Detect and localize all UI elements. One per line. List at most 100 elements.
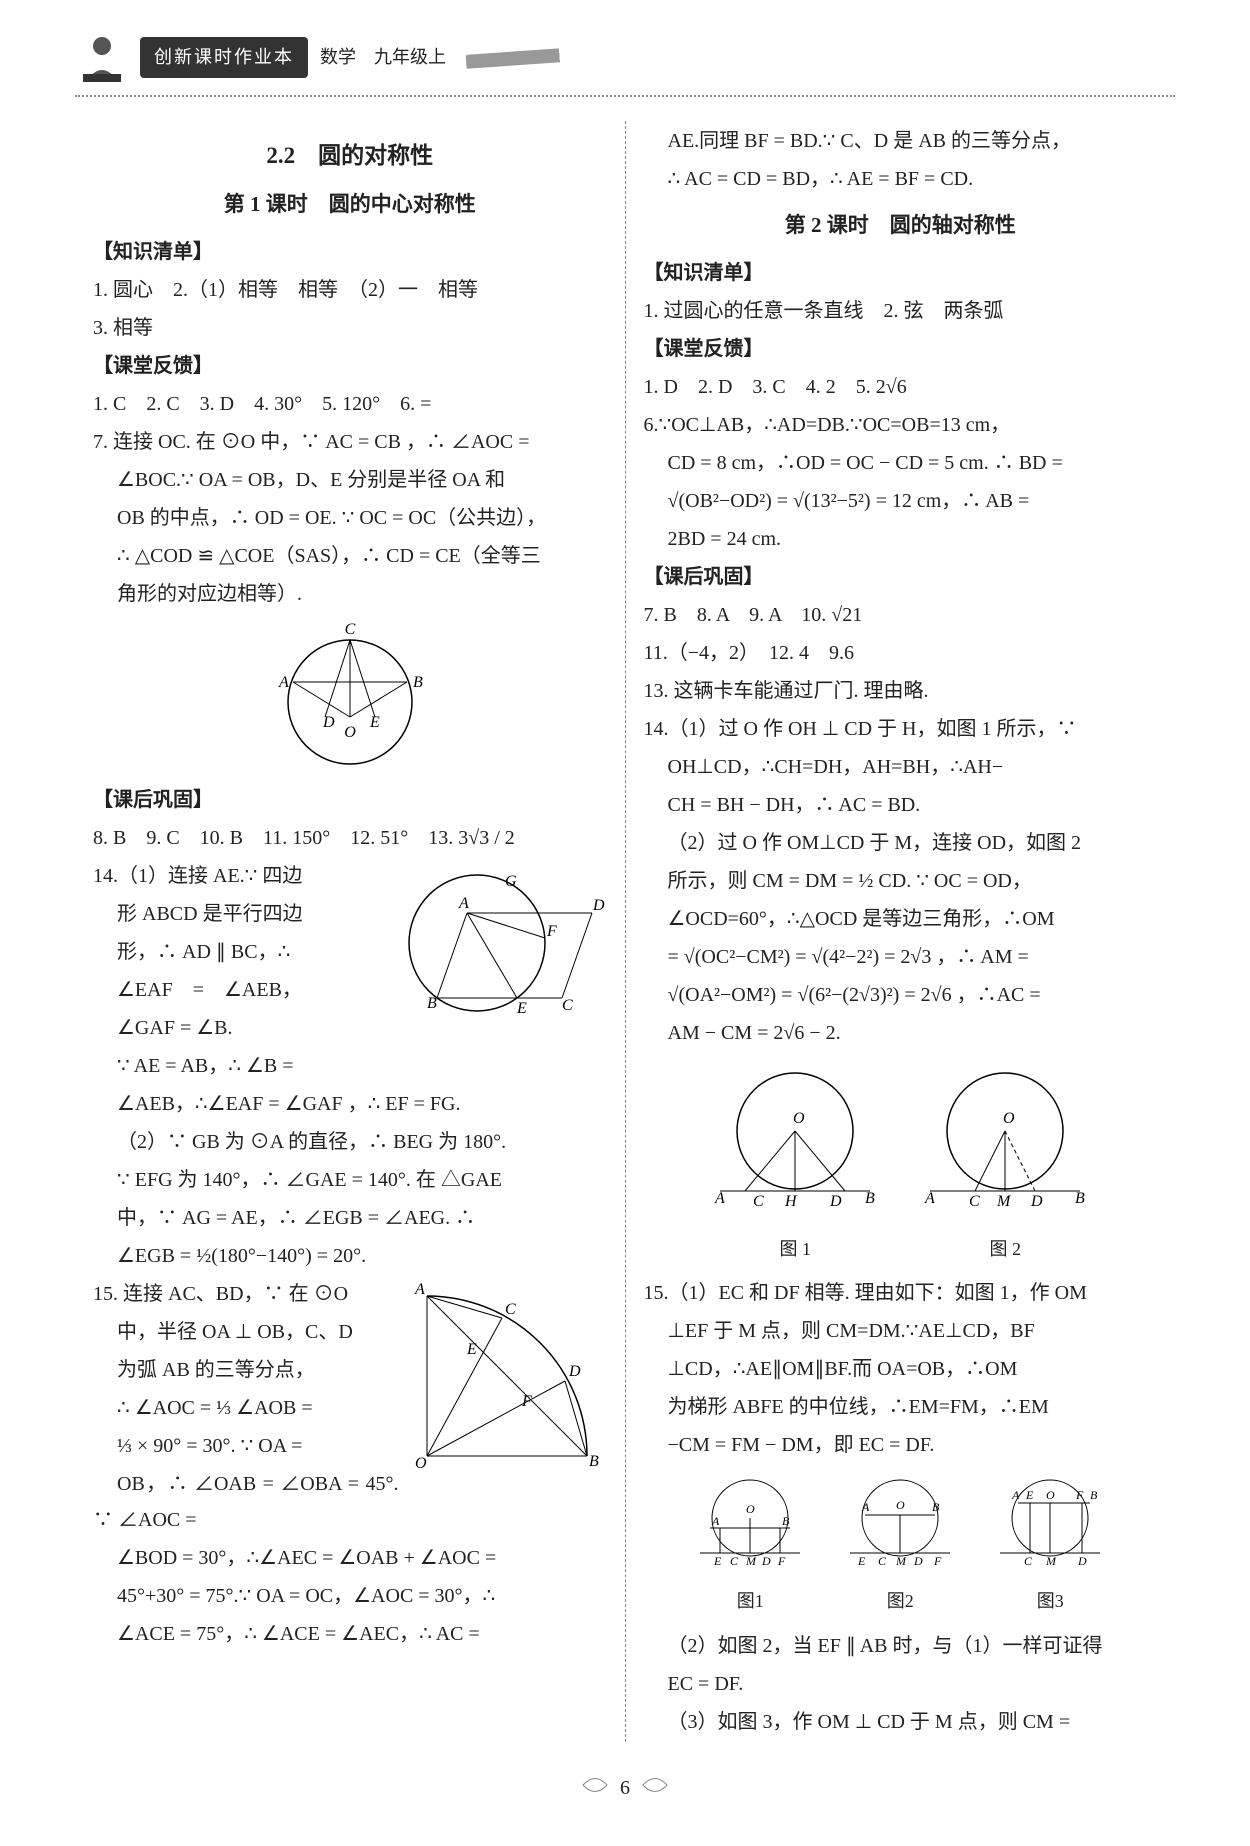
brand-title: 创新课时作业本 xyxy=(140,37,308,77)
subject-title: 数学 九年级上 xyxy=(320,41,446,73)
svg-text:E: E xyxy=(713,1554,722,1568)
k-item: 3. 相等 xyxy=(93,310,607,346)
solution-line: CD = 8 cm，∴OD = OC − CD = 5 cm. ∴ BD = xyxy=(644,445,1158,481)
cont-line: ∴ AC = CD = BD，∴ AE = BF = CD. xyxy=(644,161,1158,197)
svg-text:C: C xyxy=(562,997,573,1014)
svg-text:B: B xyxy=(589,1453,599,1470)
logo-icon xyxy=(75,30,130,85)
fig-caption: 图 1 xyxy=(705,1233,885,1265)
solution-line: ∴ △COD ≌ △COE（SAS），∴ CD = CE（全等三 xyxy=(93,538,607,574)
section-title: 2.2 圆的对称性 xyxy=(93,135,607,176)
svg-text:D: D xyxy=(1077,1554,1087,1568)
svg-text:B: B xyxy=(932,1500,940,1514)
solution-line: −CM = FM − DM，即 EC = DF. xyxy=(644,1427,1158,1463)
solution-line: 角形的对应边相等）. xyxy=(93,576,607,612)
svg-text:D: D xyxy=(592,897,605,914)
solution-line: 6.∵OC⊥AB，∴AD=DB.∵OC=OB=13 cm， xyxy=(644,407,1158,443)
svg-text:E: E xyxy=(516,1000,527,1017)
svg-text:F: F xyxy=(546,923,557,940)
fig-caption: 图 2 xyxy=(915,1233,1095,1265)
solution-line: CH = BH − DH，∴ AC = BD. xyxy=(644,787,1158,823)
svg-text:D: D xyxy=(913,1554,923,1568)
svg-text:C: C xyxy=(505,1301,516,1318)
svg-text:D: D xyxy=(322,714,335,731)
k-item: 1. 过圆心的任意一条直线 2. 弦 两条弧 xyxy=(644,293,1158,329)
knowledge-tag: 【知识清单】 xyxy=(93,234,607,270)
solution-line: ⊥EF 于 M 点，则 CM=DM.∵AE⊥CD，BF xyxy=(644,1313,1158,1349)
svg-text:A: A xyxy=(861,1500,870,1514)
svg-text:C: C xyxy=(1024,1554,1033,1568)
fig-caption: 图3 xyxy=(990,1585,1110,1617)
solution-line: OB 的中点，∴ OD = OE. ∵ OC = OC（公共边）， xyxy=(93,500,607,536)
svg-text:O: O xyxy=(1046,1488,1055,1502)
pencil-icon xyxy=(466,47,577,69)
cont-line: AE.同理 BF = BD.∵ C、D 是 AB 的三等分点， xyxy=(644,123,1158,159)
content-columns: 2.2 圆的对称性 第 1 课时 圆的中心对称性 【知识清单】 1. 圆心 2.… xyxy=(75,121,1175,1742)
svg-text:G: G xyxy=(505,873,517,890)
left-column: 2.2 圆的对称性 第 1 课时 圆的中心对称性 【知识清单】 1. 圆心 2.… xyxy=(75,121,626,1742)
solution-line: AM − CM = 2√6 − 2. xyxy=(644,1015,1158,1051)
solution-line: 14.（1）过 O 作 OH ⊥ CD 于 H，如图 1 所示，∵ xyxy=(644,711,1158,747)
solution-line: （2）∵ GB 为 ⊙A 的直径，∴ BEG 为 180°. xyxy=(93,1124,607,1160)
solution-line: = √(OC²−CM²) = √(4²−2²) = 2√3 ，∴ AM = xyxy=(644,939,1158,975)
solution-line: ∠EGB = ½(180°−140°) = 20°. xyxy=(93,1238,607,1274)
solution-line: ∠BOD = 30°，∴∠AEC = ∠OAB + ∠AOC = xyxy=(93,1540,607,1576)
svg-text:A: A xyxy=(278,674,289,691)
fig-caption: 图1 xyxy=(690,1585,810,1617)
svg-text:E: E xyxy=(466,1341,477,1358)
solution-line: 中，∵ AG = AE，∴ ∠EGB = ∠AEG. ∴ xyxy=(93,1200,607,1236)
svg-text:F: F xyxy=(1075,1488,1084,1502)
svg-text:M: M xyxy=(996,1193,1012,1210)
svg-text:C: C xyxy=(344,622,355,638)
lesson1-title: 第 1 课时 圆的中心对称性 xyxy=(93,186,607,224)
solution-line: 所示，则 CM = DM = ½ CD. ∵ OC = OD， xyxy=(644,863,1158,899)
solution-line: ∵ EFG 为 140°，∴ ∠GAE = 140°. 在 △GAE xyxy=(93,1162,607,1198)
svg-text:C: C xyxy=(969,1193,980,1210)
solution-line: ∠ACE = 75°，∴ ∠ACE = ∠AEC，∴ AC = xyxy=(93,1616,607,1652)
answer-line: 1. C 2. C 3. D 4. 30° 5. 120° 6. = xyxy=(93,386,607,422)
svg-text:M: M xyxy=(745,1554,757,1568)
after-tag: 【课后巩固】 xyxy=(644,559,1158,595)
svg-text:O: O xyxy=(746,1502,755,1516)
diagram-15: A B C D E F O xyxy=(407,1276,607,1488)
solution-line: 7. 连接 OC. 在 ⊙O 中，∵ AC = CB ，∴ ∠AOC = xyxy=(93,424,607,460)
solution-line: ⊥CD，∴AE∥OM∥BF.而 OA=OB，∴OM xyxy=(644,1351,1158,1387)
solution-line: ∠AEB，∴∠EAF = ∠GAF ，∴ EF = FG. xyxy=(93,1086,607,1122)
svg-text:O: O xyxy=(793,1110,805,1127)
svg-text:H: H xyxy=(784,1193,798,1210)
svg-text:A: A xyxy=(924,1190,935,1207)
svg-text:E: E xyxy=(857,1554,866,1568)
lesson2-title: 第 2 课时 圆的轴对称性 xyxy=(644,207,1158,245)
page-number: 6 xyxy=(75,1770,1175,1806)
feedback-tag: 【课堂反馈】 xyxy=(644,331,1158,367)
svg-text:D: D xyxy=(829,1193,842,1210)
k-item: 1. 圆心 2.（1）相等 相等 （2）一 相等 xyxy=(93,272,607,308)
svg-text:M: M xyxy=(895,1554,907,1568)
answer-line: 1. D 2. D 3. C 4. 2 5. 2√6 xyxy=(644,369,1158,405)
svg-text:B: B xyxy=(782,1514,790,1528)
diagram-7: C A B D E O xyxy=(93,622,607,772)
svg-text:D: D xyxy=(1030,1193,1043,1210)
diagram-14-figs: O A B C D H 图 1 xyxy=(644,1061,1158,1265)
right-column: AE.同理 BF = BD.∵ C、D 是 AB 的三等分点， ∴ AC = C… xyxy=(626,121,1176,1742)
page-number-text: 6 xyxy=(620,1777,630,1799)
svg-text:M: M xyxy=(1045,1554,1057,1568)
svg-text:F: F xyxy=(777,1554,786,1568)
svg-text:D: D xyxy=(568,1363,581,1380)
solution-line: ∵ AE = AB，∴ ∠B = xyxy=(93,1048,607,1084)
solution-line: （2）过 O 作 OM⊥CD 于 M，连接 OD，如图 2 xyxy=(644,825,1158,861)
feedback-tag: 【课堂反馈】 xyxy=(93,348,607,384)
svg-text:O: O xyxy=(344,724,356,741)
solution-line: 45°+30° = 75°.∵ OA = OC，∠AOC = 30°，∴ xyxy=(93,1578,607,1614)
svg-text:B: B xyxy=(413,674,423,691)
svg-text:D: D xyxy=(761,1554,771,1568)
svg-text:A: A xyxy=(458,895,469,912)
svg-text:A: A xyxy=(711,1514,720,1528)
solution-line: ∠BOC.∵ OA = OB，D、E 分别是半径 OA 和 xyxy=(93,462,607,498)
solution-line: √(OA²−OM²) = √(6²−(2√3)²) = 2√6 ，∴AC = xyxy=(644,977,1158,1013)
leaf-icon xyxy=(641,1770,669,1806)
svg-text:A: A xyxy=(714,1190,725,1207)
solution-line: （3）如图 3，作 OM ⊥ CD 于 M 点，则 CM = xyxy=(644,1704,1158,1740)
solution-line: EC = DF. xyxy=(644,1666,1158,1702)
svg-text:A: A xyxy=(1011,1488,1020,1502)
